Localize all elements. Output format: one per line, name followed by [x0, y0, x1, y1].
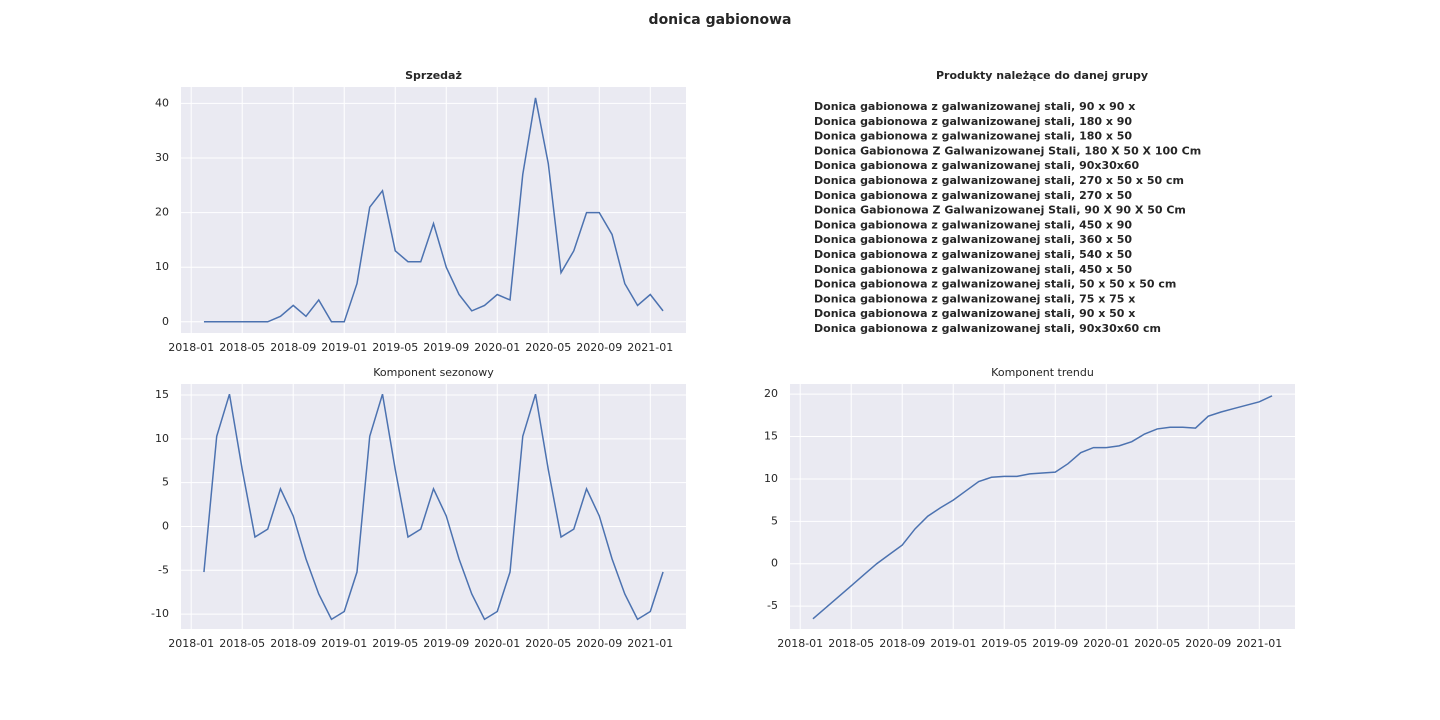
y-tick-label: 5	[771, 514, 778, 527]
product-item: Donica gabionowa z galwanizowanej stali,…	[814, 307, 1135, 320]
x-tick-label: 2020-05	[525, 341, 571, 354]
x-tick-label: 2018-09	[879, 637, 925, 650]
x-tick-label: 2021-01	[1236, 637, 1282, 650]
y-tick-label: 15	[155, 388, 169, 401]
y-tick-label: -5	[767, 599, 778, 612]
product-item: Donica gabionowa z galwanizowanej stali,…	[814, 159, 1140, 172]
x-tick-label: 2018-05	[219, 637, 265, 650]
x-tick-label: 2018-09	[270, 637, 316, 650]
y-tick-label: 0	[162, 519, 169, 532]
plot-area	[790, 384, 1295, 629]
y-tick-label: 0	[771, 557, 778, 570]
y-tick-label: 5	[162, 476, 169, 489]
y-tick-label: -10	[151, 607, 169, 620]
y-tick-label: 20	[155, 206, 169, 219]
product-item: Donica gabionowa z galwanizowanej stali,…	[814, 218, 1132, 231]
x-tick-label: 2019-05	[372, 341, 418, 354]
y-tick-label: 15	[764, 430, 778, 443]
product-item: Donica gabionowa z galwanizowanej stali,…	[814, 278, 1176, 291]
y-tick-label: 30	[155, 151, 169, 164]
y-tick-label: -5	[158, 563, 169, 576]
product-item: Donica gabionowa z galwanizowanej stali,…	[814, 233, 1132, 246]
x-tick-label: 2019-01	[321, 637, 367, 650]
y-tick-label: 10	[764, 472, 778, 485]
x-tick-label: 2018-01	[777, 637, 823, 650]
x-tick-label: 2018-09	[270, 341, 316, 354]
y-tick-label: 0	[162, 315, 169, 328]
plot-area	[181, 384, 686, 629]
line-series	[203, 393, 664, 621]
x-tick-label: 2019-05	[981, 637, 1027, 650]
y-tick-label: 40	[155, 96, 169, 109]
product-item: Donica gabionowa z galwanizowanej stali,…	[814, 189, 1132, 202]
x-tick-label: 2018-05	[828, 637, 874, 650]
x-tick-label: 2018-01	[168, 341, 214, 354]
x-tick-label: 2018-05	[219, 341, 265, 354]
plot-area	[181, 87, 686, 333]
y-tick-label: 10	[155, 260, 169, 273]
x-tick-label: 2019-09	[423, 637, 469, 650]
y-tick-label: 10	[155, 432, 169, 445]
products-title: Produkty należące do danej grupy	[936, 69, 1148, 82]
product-item: Donica gabionowa z galwanizowanej stali,…	[814, 174, 1184, 187]
x-tick-label: 2019-09	[423, 341, 469, 354]
line-series	[203, 97, 664, 323]
product-item: Donica gabionowa z galwanizowanej stali,…	[814, 100, 1135, 113]
x-tick-label: 2021-01	[627, 341, 673, 354]
line-series	[812, 395, 1273, 620]
product-item: Donica gabionowa z galwanizowanej stali,…	[814, 322, 1161, 335]
figure-title: donica gabionowa	[649, 12, 792, 28]
x-tick-label: 2019-01	[321, 341, 367, 354]
x-tick-label: 2019-09	[1032, 637, 1078, 650]
product-item: Donica Gabionowa Z Galwanizowanej Stali,…	[814, 204, 1186, 217]
x-tick-label: 2019-01	[930, 637, 976, 650]
chart-title: Komponent trendu	[991, 366, 1094, 379]
product-item: Donica gabionowa z galwanizowanej stali,…	[814, 130, 1132, 143]
product-item: Donica Gabionowa Z Galwanizowanej Stali,…	[814, 144, 1201, 157]
x-tick-label: 2019-05	[372, 637, 418, 650]
x-tick-label: 2020-05	[1134, 637, 1180, 650]
product-item: Donica gabionowa z galwanizowanej stali,…	[814, 292, 1135, 305]
product-item: Donica gabionowa z galwanizowanej stali,…	[814, 248, 1132, 261]
x-tick-label: 2018-01	[168, 637, 214, 650]
chart-title: Sprzedaż	[405, 69, 462, 82]
x-tick-label: 2020-05	[525, 637, 571, 650]
x-tick-label: 2020-01	[474, 637, 520, 650]
x-tick-label: 2020-01	[1083, 637, 1129, 650]
x-tick-label: 2020-09	[1185, 637, 1231, 650]
x-tick-label: 2020-01	[474, 341, 520, 354]
chart-title: Komponent sezonowy	[373, 366, 494, 379]
x-tick-label: 2020-09	[576, 637, 622, 650]
x-tick-label: 2020-09	[576, 341, 622, 354]
y-tick-label: 20	[764, 387, 778, 400]
x-tick-label: 2021-01	[627, 637, 673, 650]
product-item: Donica gabionowa z galwanizowanej stali,…	[814, 115, 1132, 128]
product-item: Donica gabionowa z galwanizowanej stali,…	[814, 263, 1132, 276]
